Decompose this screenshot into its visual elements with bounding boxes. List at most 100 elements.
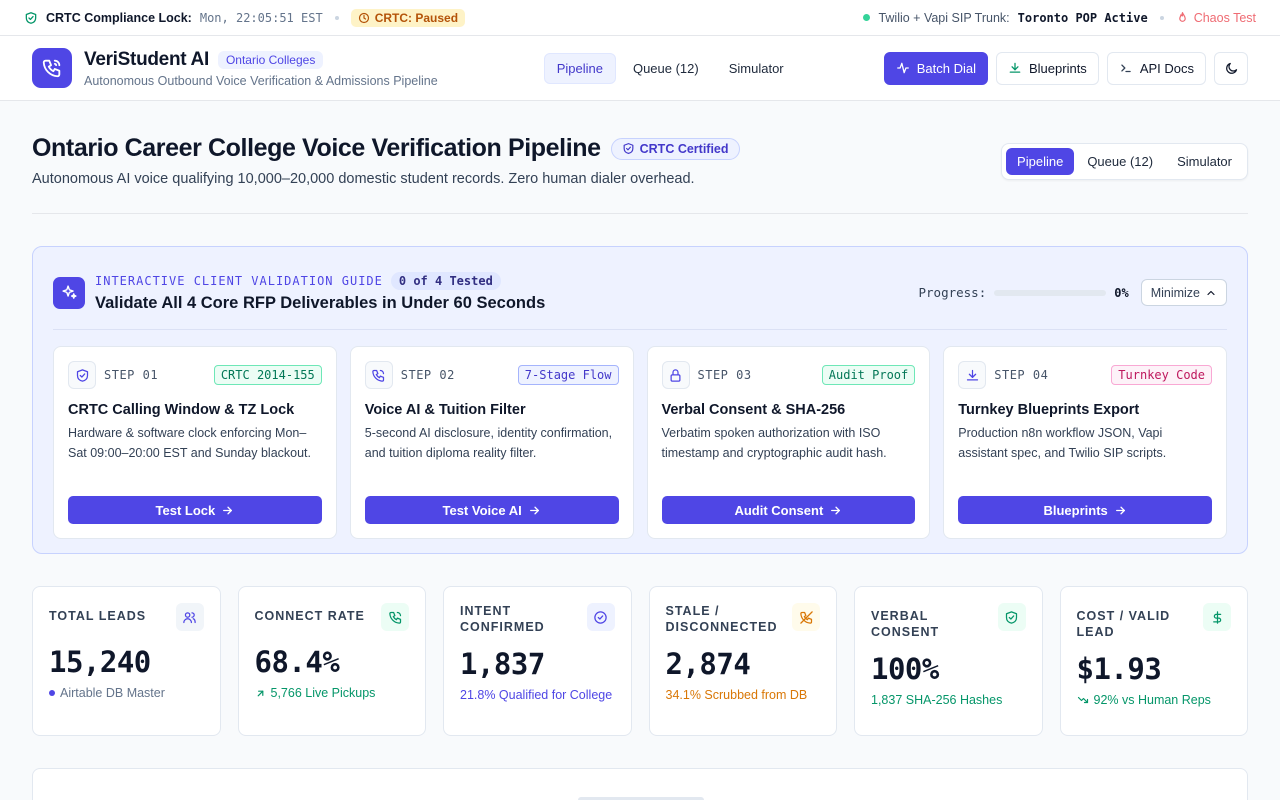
minimize-button[interactable]: Minimize [1140, 279, 1227, 306]
metric-value: 100% [871, 652, 939, 686]
step-card-crtc-lock: STEP 01 CRTC 2014-155 CRTC Calling Windo… [53, 346, 337, 539]
test-voice-ai-button[interactable]: Test Voice AI [364, 496, 619, 524]
api-docs-label: API Docs [1139, 60, 1194, 76]
metric-label: INTENT CONFIRMED [460, 604, 545, 634]
step-description: Hardware & software clock enforcing Mon–… [68, 426, 312, 460]
progress-label: Progress: [918, 285, 987, 300]
guide-progress: Progress: 0% Minimize [918, 279, 1227, 306]
metric-label: TOTAL LEADS [49, 609, 147, 623]
check-circle-icon [586, 603, 615, 631]
page-title: Ontario Career College Voice Verificatio… [32, 134, 601, 162]
crtc-paused-label: CRTC: Paused [374, 10, 459, 25]
trunk-status-dot [863, 14, 871, 21]
users-icon [175, 603, 204, 631]
content-card [32, 768, 1248, 800]
divider [1159, 15, 1164, 20]
phone-call-icon [364, 361, 393, 389]
moon-icon [1224, 61, 1239, 76]
metric-card-stale-disconnected: STALE / DISCONNECTED 2,874 34.1% Scrubbe… [648, 586, 837, 736]
status-dot [49, 690, 55, 696]
crtc-paused-badge: CRTC: Paused [350, 8, 466, 27]
test-lock-button[interactable]: Test Lock [68, 496, 322, 524]
metric-value: 15,240 [49, 645, 151, 679]
step-description: Production n8n workflow JSON, Vapi assis… [958, 426, 1167, 460]
step-title: Voice AI & Tuition Filter [364, 402, 526, 418]
step-tag: Turnkey Code [1111, 365, 1212, 385]
metric-label: STALE / DISCONNECTED [665, 604, 778, 634]
metric-value: 2,874 [665, 647, 751, 681]
guide-title: Validate All 4 Core RFP Deliverables in … [95, 294, 546, 312]
metric-label: VERBAL CONSENT [871, 609, 940, 639]
trending-down-icon [1077, 694, 1089, 706]
metric-footnote: 34.1% Scrubbed from DB [665, 688, 808, 702]
test-lock-label: Test Lock [155, 502, 216, 518]
shield-check-icon [68, 361, 96, 389]
metric-footnote: 5,766 Live Pickups [270, 686, 376, 700]
nav-pipeline[interactable]: Pipeline [543, 52, 616, 84]
guide-kicker: INTERACTIVE CLIENT VALIDATION GUIDE [95, 274, 383, 288]
terminal-icon [1119, 61, 1133, 75]
download-icon [1008, 61, 1022, 75]
metric-label: COST / VALID LEAD [1076, 609, 1171, 639]
api-docs-button[interactable]: API Docs [1106, 51, 1206, 85]
app-header: VeriStudent AI Ontario Colleges Autonomo… [0, 36, 1280, 101]
metric-value: $1.93 [1076, 652, 1162, 686]
progress-bar [994, 289, 1107, 296]
nav-simulator[interactable]: Simulator [728, 60, 784, 76]
brand-subtitle: Autonomous Outbound Voice Verification &… [84, 73, 438, 88]
metric-card-connect-rate: CONNECT RATE 68.4% 5,766 Live Pickups [237, 586, 426, 736]
content-placeholder [578, 797, 704, 800]
step-tag: Audit Proof [821, 365, 916, 385]
brand-name: VeriStudent AI [84, 48, 209, 70]
blueprints-export-label: Blueprints [1043, 502, 1108, 518]
metric-label: CONNECT RATE [254, 609, 365, 623]
batch-dial-button[interactable]: Batch Dial [883, 51, 988, 85]
trunk-value: Toronto POP Active [1017, 10, 1148, 25]
metric-value: 68.4% [254, 645, 340, 679]
phone-off-icon [792, 603, 820, 631]
metric-footnote: Airtable DB Master [60, 686, 165, 700]
crtc-certified-label: CRTC Certified [639, 141, 729, 156]
segment-pipeline[interactable]: Pipeline [1006, 148, 1075, 175]
metric-card-total-leads: TOTAL LEADS 15,240 Airtable DB Master [32, 586, 221, 736]
step-description: Verbatim spoken authorization with ISO t… [661, 426, 887, 460]
blueprints-export-button[interactable]: Blueprints [958, 496, 1212, 524]
page-subtitle: Autonomous AI voice qualifying 10,000–20… [32, 171, 695, 187]
theme-toggle-button[interactable] [1214, 51, 1248, 85]
metric-card-cost-per-lead: COST / VALID LEAD $1.93 92% vs Human Rep… [1059, 586, 1248, 736]
flame-icon [1176, 11, 1189, 24]
blueprints-button[interactable]: Blueprints [996, 51, 1099, 85]
sparkles-icon [53, 276, 85, 309]
dollar-sign-icon [1203, 603, 1231, 631]
divider [334, 15, 339, 20]
arrow-up-right-icon [255, 688, 266, 699]
batch-dial-label: Batch Dial [916, 60, 976, 76]
step-number: STEP 04 [994, 368, 1049, 382]
phone-call-icon [381, 603, 409, 631]
nav-queue[interactable]: Queue (12) [632, 60, 699, 76]
step-card-blueprints: STEP 04 Turnkey Code Turnkey Blueprints … [943, 346, 1227, 539]
test-voice-ai-label: Test Voice AI [442, 502, 522, 518]
segment-queue[interactable]: Queue (12) [1087, 154, 1154, 169]
metric-value: 1,837 [460, 647, 545, 681]
compliance-lock-label: CRTC Compliance Lock: [46, 10, 192, 25]
metric-card-verbal-consent: VERBAL CONSENT 100% 1,837 SHA-256 Hashes [854, 586, 1043, 736]
brand-badge: Ontario Colleges [217, 50, 324, 69]
activity-icon [896, 61, 910, 75]
shield-check-icon [24, 11, 38, 25]
step-number: STEP 03 [697, 368, 752, 382]
audit-consent-button[interactable]: Audit Consent [661, 496, 916, 524]
phone-logo-icon [32, 48, 72, 88]
arrow-right-icon [528, 504, 541, 517]
view-segmented-control: Pipeline Queue (12) Simulator [1001, 143, 1248, 180]
chaos-test-link[interactable]: Chaos Test [1176, 11, 1256, 25]
blueprints-label: Blueprints [1029, 60, 1087, 76]
step-number: STEP 02 [400, 368, 455, 382]
step-tag: 7-Stage Flow [517, 365, 619, 385]
metrics-row: TOTAL LEADS 15,240 Airtable DB Master CO… [32, 586, 1248, 736]
segment-simulator[interactable]: Simulator [1177, 154, 1232, 169]
trunk-label: Twilio + Vapi SIP Trunk: [878, 10, 1010, 25]
step-title: Turnkey Blueprints Export [958, 402, 1140, 418]
audit-consent-label: Audit Consent [734, 502, 824, 518]
step-number: STEP 01 [104, 368, 159, 382]
